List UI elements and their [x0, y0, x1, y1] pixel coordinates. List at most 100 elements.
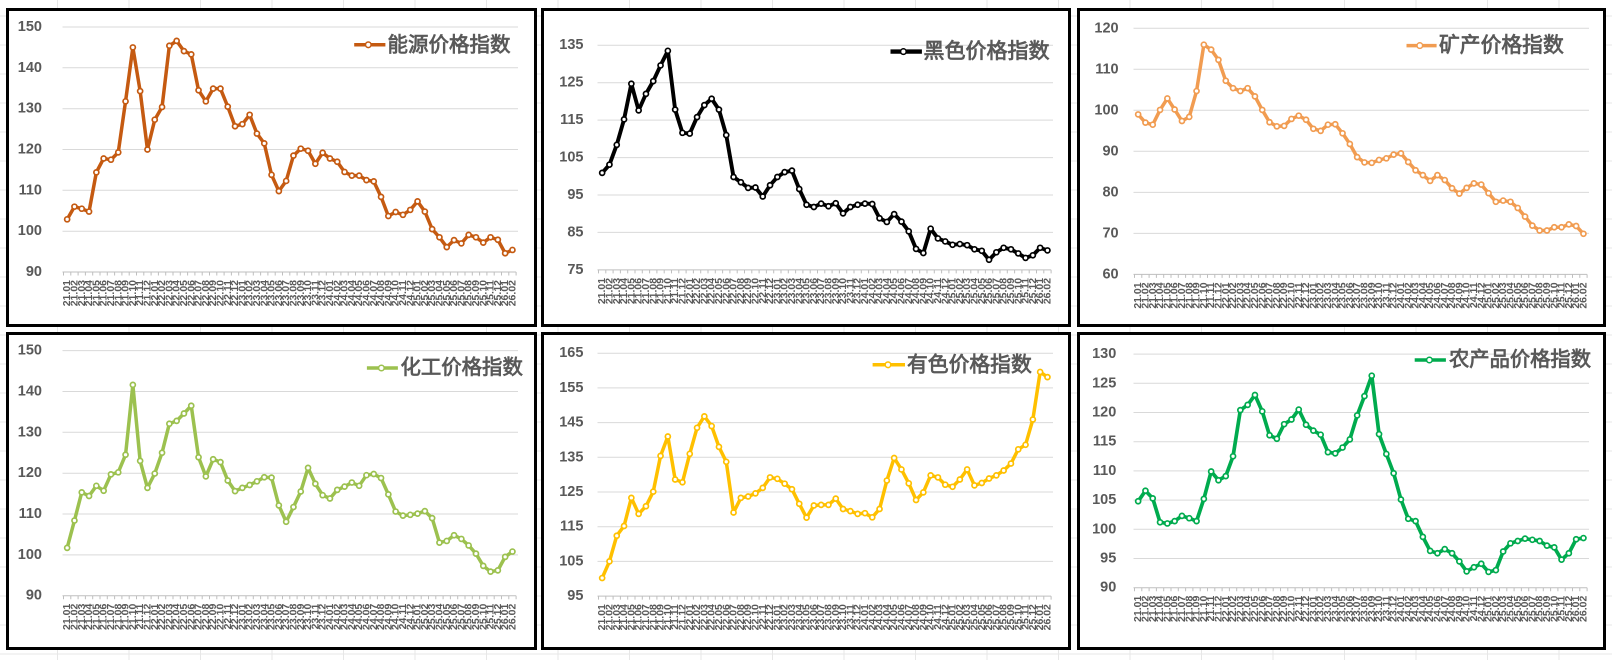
svg-text:23.09: 23.09	[295, 604, 307, 630]
svg-text:26.01: 26.01	[499, 604, 511, 630]
svg-text:22.10: 22.10	[1285, 596, 1297, 622]
svg-text:23.03: 23.03	[251, 604, 263, 630]
svg-text:25.07: 25.07	[990, 604, 1002, 630]
svg-text:22.03: 22.03	[698, 278, 710, 304]
svg-text:24.04: 24.04	[881, 278, 893, 304]
svg-text:115: 115	[1093, 434, 1116, 450]
svg-text:24.03: 24.03	[1410, 596, 1422, 622]
svg-text:21.04: 21.04	[83, 280, 95, 306]
svg-text:21.02: 21.02	[603, 604, 615, 630]
svg-text:25.05: 25.05	[976, 278, 988, 304]
svg-text:24.07: 24.07	[903, 278, 915, 304]
svg-text:21.05: 21.05	[625, 278, 637, 304]
svg-text:21.09: 21.09	[655, 604, 667, 630]
svg-text:95: 95	[1100, 551, 1116, 567]
svg-text:23.11: 23.11	[309, 604, 321, 630]
svg-text:22.11: 22.11	[1293, 596, 1305, 622]
svg-text:22.06: 22.06	[185, 280, 197, 306]
svg-text:22.06: 22.06	[720, 278, 732, 304]
svg-text:125: 125	[559, 75, 583, 91]
svg-text:21.08: 21.08	[1183, 596, 1195, 622]
svg-text:23.09: 23.09	[1366, 596, 1378, 622]
svg-text:22.06: 22.06	[1256, 282, 1268, 308]
svg-text:115: 115	[560, 112, 583, 128]
svg-text:23.11: 23.11	[1380, 596, 1392, 622]
svg-text:22.11: 22.11	[757, 278, 769, 304]
svg-text:24.09: 24.09	[1453, 282, 1465, 308]
svg-text:105: 105	[559, 553, 583, 569]
svg-text:25.06: 25.06	[983, 604, 995, 630]
svg-text:22.04: 22.04	[706, 604, 718, 630]
svg-text:23.06: 23.06	[273, 604, 285, 630]
svg-text:23.01: 23.01	[1307, 282, 1319, 308]
svg-text:22.04: 22.04	[1242, 596, 1254, 622]
svg-text:21.05: 21.05	[90, 604, 102, 630]
svg-text:21.10: 21.10	[1198, 596, 1210, 622]
svg-text:23.06: 23.06	[808, 278, 820, 304]
svg-text:21.02: 21.02	[1139, 596, 1151, 622]
svg-text:21.12: 21.12	[1212, 282, 1224, 308]
svg-text:25.11: 25.11	[1556, 596, 1568, 622]
svg-text:22.02: 22.02	[156, 280, 168, 306]
svg-text:22.02: 22.02	[691, 604, 703, 630]
svg-text:25.09: 25.09	[470, 604, 482, 630]
svg-text:23.06: 23.06	[1344, 596, 1356, 622]
svg-text:22.07: 22.07	[193, 604, 205, 630]
svg-text:25.01: 25.01	[947, 278, 959, 304]
svg-text:24.09: 24.09	[382, 280, 394, 306]
svg-text:24.02: 24.02	[331, 280, 343, 306]
svg-text:25.12: 25.12	[1027, 604, 1039, 630]
svg-text:21.07: 21.07	[105, 280, 117, 306]
svg-text:25.10: 25.10	[1548, 282, 1560, 308]
svg-text:120: 120	[18, 465, 42, 481]
svg-text:21.06: 21.06	[98, 604, 110, 630]
svg-text:25.08: 25.08	[998, 604, 1010, 630]
svg-text:25.04: 25.04	[1504, 596, 1516, 622]
svg-text:24.01: 24.01	[859, 604, 871, 630]
svg-text:25.04: 25.04	[433, 280, 445, 306]
svg-text:23.03: 23.03	[786, 278, 798, 304]
svg-text:80: 80	[1102, 184, 1118, 200]
svg-text:23.09: 23.09	[830, 278, 842, 304]
svg-text:21.10: 21.10	[662, 278, 674, 304]
svg-text:25.09: 25.09	[1541, 282, 1553, 308]
svg-text:21.07: 21.07	[1176, 282, 1188, 308]
svg-text:22.02: 22.02	[1227, 282, 1239, 308]
svg-text:21.05: 21.05	[1161, 282, 1173, 308]
svg-text:21.11: 21.11	[134, 280, 146, 306]
svg-text:105: 105	[559, 150, 583, 166]
svg-text:24.11: 24.11	[1468, 282, 1480, 308]
svg-text:21.04: 21.04	[618, 278, 630, 304]
svg-text:24.05: 24.05	[353, 280, 365, 306]
svg-text:21.02: 21.02	[603, 278, 615, 304]
svg-text:22.05: 22.05	[178, 280, 190, 306]
svg-text:22.07: 22.07	[728, 278, 740, 304]
svg-text:21.12: 21.12	[676, 278, 688, 304]
svg-text:22.11: 22.11	[1293, 282, 1305, 308]
svg-text:21.11: 21.11	[669, 278, 681, 304]
svg-text:110: 110	[19, 182, 42, 198]
svg-text:100: 100	[18, 223, 42, 239]
svg-text:24.04: 24.04	[346, 604, 358, 630]
svg-text:能源价格指数: 能源价格指数	[388, 32, 511, 56]
svg-text:21.05: 21.05	[625, 604, 637, 630]
svg-text:21.01: 21.01	[1132, 596, 1144, 622]
svg-text:23.02: 23.02	[1315, 282, 1327, 308]
svg-text:90: 90	[26, 588, 42, 604]
svg-text:21.01: 21.01	[61, 604, 73, 630]
svg-text:24.08: 24.08	[910, 604, 922, 630]
svg-text:22.10: 22.10	[214, 280, 226, 306]
svg-text:23.12: 23.12	[317, 280, 329, 306]
svg-text:24.09: 24.09	[382, 604, 394, 630]
svg-text:155: 155	[559, 380, 583, 396]
svg-text:25.12: 25.12	[492, 280, 504, 306]
svg-text:26.02: 26.02	[1577, 596, 1589, 622]
svg-text:22.12: 22.12	[764, 604, 776, 630]
svg-text:21.03: 21.03	[76, 604, 88, 630]
svg-text:21.09: 21.09	[655, 278, 667, 304]
svg-text:25.08: 25.08	[463, 280, 475, 306]
svg-text:26.01: 26.01	[1034, 604, 1046, 630]
svg-text:22.08: 22.08	[735, 278, 747, 304]
svg-text:24.02: 24.02	[866, 278, 878, 304]
svg-text:25.05: 25.05	[976, 604, 988, 630]
